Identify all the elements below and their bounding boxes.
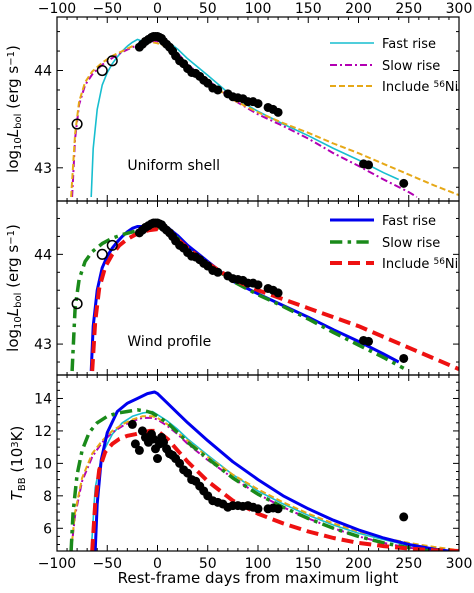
y-tick-labels: 43 44 <box>34 64 52 177</box>
observed-point <box>130 439 140 449</box>
observed-point <box>134 445 144 455</box>
panel-annotation: Uniform shell <box>127 158 220 174</box>
axes-frame <box>56 374 460 552</box>
x-tick-label: −50 <box>92 556 122 572</box>
y-tick-label: 44 <box>34 64 52 80</box>
y-tick-labels: 6 8 10 12 14 <box>34 391 52 537</box>
observed-point <box>273 504 283 514</box>
plot-area-wind-profile <box>70 218 459 372</box>
observed-point <box>399 178 409 188</box>
y-tick-label: 6 <box>43 521 52 537</box>
observed-point <box>183 468 193 478</box>
x-tick-label: 50 <box>199 556 217 572</box>
legend-label-0: Fast rise <box>382 37 436 52</box>
observed-point <box>399 353 409 363</box>
x-tick-label: 0 <box>153 556 162 572</box>
x-tick-label: −100 <box>38 1 76 17</box>
observed-point <box>364 336 374 346</box>
observed-point <box>175 458 185 468</box>
y-tick-label: 44 <box>34 247 52 263</box>
observed-point <box>364 160 374 170</box>
y-tick-labels: 43 44 <box>34 247 52 353</box>
x-tick-label: 150 <box>295 556 322 572</box>
observed-point <box>148 434 158 444</box>
x-tick-label: 50 <box>199 1 217 17</box>
legend-label-0: Fast rise <box>382 214 436 229</box>
panel-uniform-shell: 43 44 −100 −50 0 50 100 150 200 250 300 log10Lbol… <box>4 1 473 202</box>
legend: Fast rise Slow rise Include 56Ni <box>330 214 458 272</box>
tick-marks <box>56 201 460 375</box>
series-line-4 <box>69 408 430 551</box>
y-axis-label: TBB (103K) <box>8 426 28 501</box>
legend-label-2: Include 56Ni <box>382 80 458 95</box>
x-tick-label: 100 <box>245 1 272 17</box>
legend-label-2: Include 56Ni <box>382 257 458 272</box>
observed-point <box>253 504 263 514</box>
y-tick-label: 14 <box>34 391 52 407</box>
plot-area-uniform-shell <box>70 31 459 198</box>
observed-point <box>253 99 263 109</box>
observed-open-point <box>106 239 118 251</box>
x-tick-label: −100 <box>38 556 76 572</box>
y-tick-label: 10 <box>34 456 52 472</box>
x-tick-label: 100 <box>245 556 272 572</box>
y-tick-label: 12 <box>34 424 52 440</box>
tick-marks <box>56 375 460 551</box>
observed-open-point <box>71 118 83 130</box>
panel-temperature: 6 8 10 12 14 −100 −50 0 50 100 150 200 250 300 TBB (… <box>8 374 473 587</box>
observed-point <box>253 280 263 290</box>
series-line-2 <box>90 227 459 372</box>
x-tick-label: 300 <box>446 556 473 572</box>
observed-point <box>213 267 223 277</box>
y-axis-label: log10Lbol (erg s−1) <box>4 45 24 173</box>
x-tick-label: 150 <box>295 1 322 17</box>
x-tick-label: −50 <box>92 1 122 17</box>
x-tick-label: 200 <box>345 556 372 572</box>
x-tick-label: 250 <box>395 556 422 572</box>
y-tick-label: 43 <box>34 337 52 353</box>
x-tick-label: 0 <box>153 1 162 17</box>
observed-open-point <box>71 298 83 310</box>
panel-annotation: Wind profile <box>127 334 211 350</box>
y-tick-label: 8 <box>43 489 52 505</box>
y-axis-label: log10Lbol (erg s−1) <box>4 224 24 352</box>
series-line-5 <box>90 428 459 551</box>
observed-open-point <box>106 55 118 67</box>
x-tick-labels: −100 −50 0 50 100 150 200 250 300 <box>38 556 473 572</box>
x-axis-label: Rest-frame days from maximum light <box>118 569 399 587</box>
observed-point <box>127 419 137 429</box>
series-line-1 <box>70 225 405 372</box>
x-tick-label: 200 <box>345 1 372 17</box>
panel-wind-profile: 43 44 log10Lbol (erg s−1) Wind profile Fa… <box>4 200 460 376</box>
legend-label-1: Slow rise <box>382 59 440 74</box>
legend-label-1: Slow rise <box>382 236 440 251</box>
observed-point <box>399 512 409 522</box>
series-line-3 <box>93 390 450 551</box>
observed-point <box>273 288 283 298</box>
observed-point <box>273 107 283 117</box>
legend: Fast rise Slow rise Include 56Ni <box>330 37 458 95</box>
observed-open-point <box>96 64 108 77</box>
plot-area-temperature <box>69 390 459 551</box>
observed-open-point <box>96 248 108 260</box>
x-tick-label: 300 <box>446 1 473 17</box>
y-tick-label: 43 <box>34 161 52 177</box>
x-tick-label: 250 <box>395 1 422 17</box>
x-tick-labels-top: −100 −50 0 50 100 150 200 250 300 <box>38 1 473 17</box>
observed-point <box>213 85 223 95</box>
observed-point <box>153 454 162 464</box>
